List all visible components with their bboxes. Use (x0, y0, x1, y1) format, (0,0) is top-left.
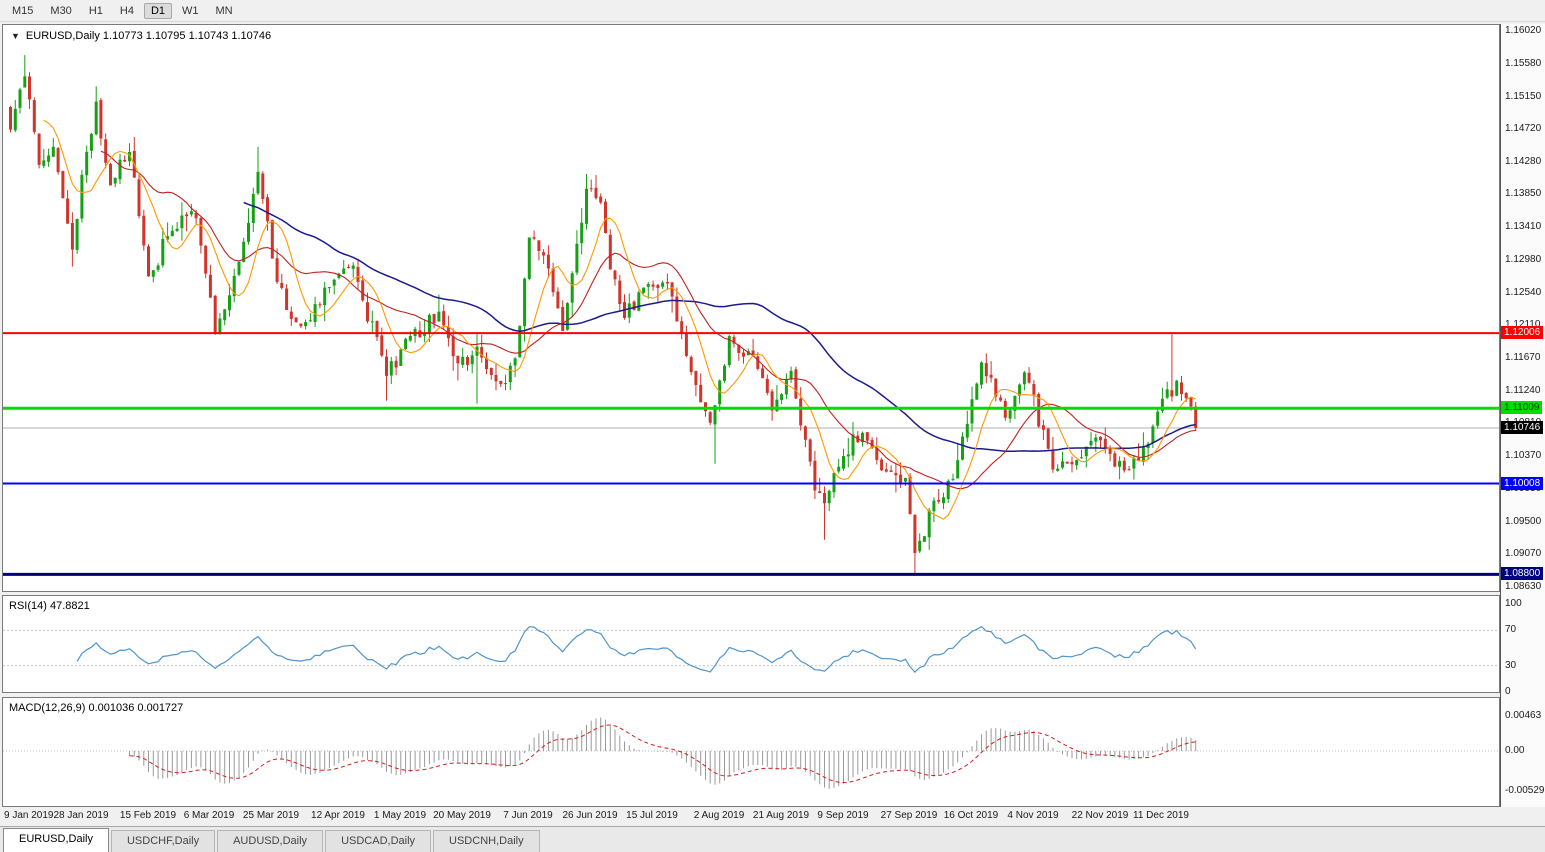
price-axis-label: 1.14280 (1505, 156, 1542, 167)
rsi-panel: RSI(14) 47.8821 (2, 595, 1500, 693)
price-axis-label: 1.11240 (1505, 385, 1541, 396)
price-axis-label: 1.16020 (1505, 25, 1542, 36)
macd-axis-label: 0.00 (1505, 745, 1525, 756)
macd-plot[interactable] (3, 698, 1499, 806)
date-axis-label: 15 Feb 2019 (119, 810, 177, 821)
price-level-badge-1.11009: 1.11009 (1501, 401, 1543, 414)
macd-axis-label: 0.00463 (1505, 710, 1542, 721)
price-axis-label: 1.09070 (1505, 548, 1542, 559)
date-axis-label: 25 Mar 2019 (242, 810, 300, 821)
rsi-axis-label: 70 (1505, 624, 1517, 635)
date-axis-label: 4 Nov 2019 (1007, 810, 1059, 821)
macd-histogram (129, 717, 1197, 789)
price-axis-label: 1.12980 (1505, 254, 1542, 265)
date-axis-label: 26 Jun 2019 (562, 810, 618, 821)
date-axis-label: 2 Aug 2019 (693, 810, 745, 821)
price-axis-label: 1.12110 (1505, 319, 1541, 330)
chart-tab-audusd[interactable]: AUDUSD,Daily (217, 830, 324, 852)
date-axis-label: 15 Jul 2019 (626, 810, 678, 821)
chart-tab-bar: EURUSD,Daily USDCHF,Daily AUDUSD,Daily USDC… (0, 826, 1545, 852)
timeframe-button-h1[interactable]: H1 (88, 4, 103, 17)
date-axis-label: 28 Jan 2019 (53, 810, 109, 821)
date-axis-label: 6 Mar 2019 (183, 810, 235, 821)
timeframe-button-mn[interactable]: MN (215, 4, 233, 17)
timeframe-button-w1[interactable]: W1 (182, 4, 199, 17)
rsi-axis-label: 30 (1505, 660, 1517, 671)
price-axis-label: 1.12540 (1505, 287, 1542, 298)
price-axis-label: 1.08630 (1505, 581, 1542, 592)
price-axis-label: 1.15150 (1505, 91, 1542, 102)
timeframe-button-m30[interactable]: M30 (50, 4, 72, 17)
price-level-badge-1.08800: 1.08800 (1501, 567, 1544, 580)
timeframe-button-h4[interactable]: H4 (119, 4, 134, 17)
price-level-badge-1.12006: 1.12006 (1501, 326, 1544, 339)
date-axis-label: 20 May 2019 (433, 810, 491, 821)
price-axis-label: 1.14720 (1505, 123, 1542, 134)
chart-tab-usdcnh[interactable]: USDCNH,Daily (433, 830, 540, 852)
chart-ohlc-readout: ▼ EURUSD,Daily 1.10773 1.10795 1.10743 1… (11, 30, 271, 42)
rsi-line (76, 625, 1197, 673)
ma-fast-line (43, 119, 1196, 520)
main-chart-panel: ▼ EURUSD,Daily 1.10773 1.10795 1.10743 1… (2, 24, 1500, 592)
price-axis[interactable]: 1.16020 1.15580 1.15150 1.14720 1.14280 1.138… (1500, 24, 1545, 807)
timeframe-button-m15[interactable]: M15 (12, 4, 34, 17)
price-level-badge-1.10008: 1.10008 (1501, 477, 1544, 490)
price-axis-label: 1.15580 (1505, 58, 1542, 69)
chart-title-text: EURUSD,Daily 1.10773 1.10795 1.10743 1.1… (25, 30, 272, 42)
macd-axis-label: -0.00529 (1505, 785, 1545, 796)
price-axis-label: 1.13850 (1505, 188, 1542, 199)
date-axis-label: 9 Jan 2019 (4, 810, 54, 821)
ma-mid-line (100, 150, 1196, 490)
ma-slow-line (243, 201, 1196, 453)
chart-tab-usdchf[interactable]: USDCHF,Daily (110, 830, 216, 852)
date-axis-label: 12 Apr 2019 (311, 810, 365, 821)
rsi-axis-label: 0 (1505, 686, 1511, 697)
date-axis-label: 7 Jun 2019 (503, 810, 553, 821)
chart-tab-eurusd[interactable]: EURUSD,Daily (3, 828, 109, 852)
date-axis-label: 27 Sep 2019 (880, 810, 938, 821)
price-axis-label: 1.10370 (1505, 450, 1542, 461)
rsi-plot[interactable] (3, 596, 1499, 692)
price-axis-label: 1.11670 (1505, 352, 1541, 363)
price-level-badge-1.10746: 1.10746 (1501, 421, 1544, 434)
macd-indicator-label: MACD(12,26,9) 0.001036 0.001727 (9, 702, 184, 714)
date-axis-label: 1 May 2019 (373, 810, 427, 821)
timeframe-button-d1[interactable]: D1 (143, 2, 172, 19)
date-axis-label: 22 Nov 2019 (1071, 810, 1129, 821)
chart-tab-usdcad[interactable]: USDCAD,Daily (325, 830, 432, 852)
date-axis-label: 16 Oct 2019 (943, 810, 999, 821)
macd-panel: MACD(12,26,9) 0.001036 0.001727 (2, 697, 1500, 807)
chart-collapse-icon[interactable]: ▼ (11, 30, 20, 41)
rsi-indicator-label: RSI(14) 47.8821 (9, 600, 90, 612)
rsi-axis-label: 100 (1505, 598, 1522, 609)
price-axis-label: 1.13410 (1505, 221, 1542, 232)
date-axis-label: 11 Dec 2019 (1133, 810, 1189, 821)
time-axis[interactable]: 9 Jan 2019 28 Jan 2019 15 Feb 2019 6 Mar 20… (2, 807, 1500, 826)
date-axis-label: 9 Sep 2019 (817, 810, 869, 821)
price-axis-label: 1.09500 (1505, 516, 1542, 527)
macd-signal-line (129, 724, 1196, 784)
main-chart-plot[interactable] (3, 25, 1499, 591)
date-axis-label: 21 Aug 2019 (752, 810, 810, 821)
timeframe-toolbar: M15 M30 H1 H4 D1 W1 MN (0, 0, 1545, 22)
